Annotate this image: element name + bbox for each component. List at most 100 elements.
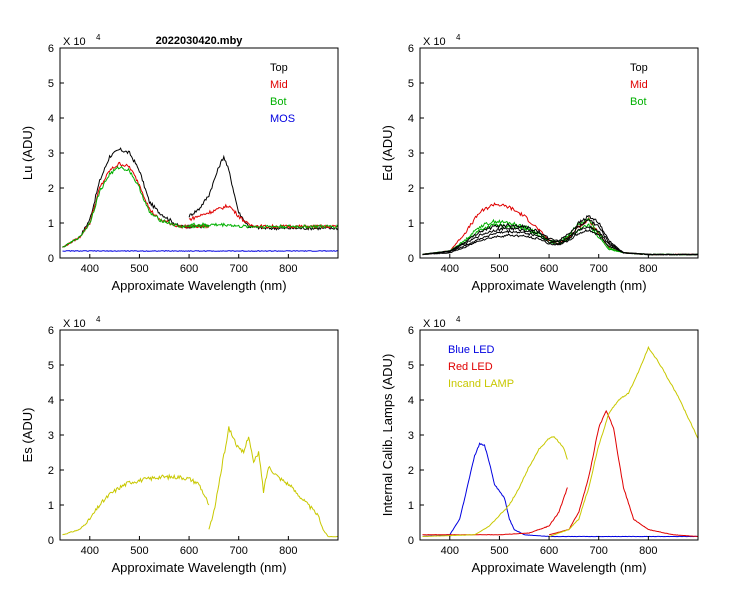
- x-tick-label: 600: [180, 545, 198, 557]
- axis-multiplier: X 10: [63, 318, 86, 330]
- y-tick-label: 6: [408, 43, 414, 55]
- y-tick-label: 4: [48, 395, 54, 407]
- y-tick-label: 5: [48, 360, 54, 372]
- x-tick-label: 600: [540, 545, 558, 557]
- x-tick-label: 400: [441, 545, 459, 557]
- x-tick-label: 700: [230, 545, 248, 557]
- legend-entry: Red LED: [448, 361, 493, 373]
- axis-multiplier-exponent: 4: [96, 315, 101, 324]
- x-tick-label: 700: [590, 263, 608, 275]
- y-axis-label: Internal Calib. Lamps (ADU): [380, 354, 395, 517]
- y-tick-label: 2: [48, 183, 54, 195]
- series-line-mos: [62, 250, 338, 252]
- plot-frame: [59, 329, 339, 541]
- y-tick-label: 4: [408, 113, 414, 125]
- y-tick-label: 2: [48, 465, 54, 477]
- y-tick-label: 3: [48, 148, 54, 160]
- x-tick-label: 500: [490, 263, 508, 275]
- chart-title: 2022030420.mby: [156, 35, 244, 47]
- legend-entry: Bot: [270, 96, 287, 108]
- series-line-es: [62, 473, 210, 536]
- axis-multiplier-exponent: 4: [456, 315, 461, 324]
- y-axis-label: Es (ADU): [20, 408, 35, 463]
- series-line-top: [422, 219, 698, 256]
- legend-entry: Incand LAMP: [448, 378, 514, 390]
- x-tick-label: 800: [279, 263, 297, 275]
- series-line-mid: [422, 202, 698, 256]
- x-tick-label: 400: [441, 263, 459, 275]
- y-tick-label: 4: [408, 395, 414, 407]
- x-tick-label: 400: [81, 263, 99, 275]
- legend-entry: MOS: [270, 113, 295, 125]
- series-line-mid: [62, 161, 210, 248]
- y-tick-label: 5: [408, 78, 414, 90]
- series-line-bot: [188, 222, 338, 230]
- y-tick-label: 3: [48, 430, 54, 442]
- y-tick-label: 5: [408, 360, 414, 372]
- legend-entry: Top: [270, 62, 288, 74]
- y-tick-label: 1: [408, 500, 414, 512]
- x-tick-label: 800: [639, 545, 657, 557]
- x-tick-label: 600: [540, 263, 558, 275]
- series-line-top: [422, 228, 698, 256]
- x-tick-label: 500: [130, 545, 148, 557]
- series-line-blue-led: [422, 442, 698, 538]
- y-tick-label: 0: [408, 535, 414, 547]
- series-line-incand-lamp: [422, 435, 568, 537]
- chart-calib: 400 500 600 700 800 0 1 2 3 4 5 6 X 10 4 Approximate W…: [380, 315, 699, 575]
- y-axis-label: Ed (ADU): [380, 125, 395, 181]
- legend-entry: Mid: [270, 79, 288, 91]
- series-line-bot: [62, 165, 209, 248]
- axis-multiplier-exponent: 4: [456, 33, 461, 42]
- x-tick-label: 500: [130, 263, 148, 275]
- plot-frame: [419, 47, 699, 259]
- x-tick-label: 500: [490, 545, 508, 557]
- x-tick-label: 800: [639, 263, 657, 275]
- y-tick-label: 4: [48, 113, 54, 125]
- series-line-top: [62, 147, 210, 248]
- y-tick-label: 1: [48, 500, 54, 512]
- series-line-top: [188, 154, 338, 231]
- y-tick-label: 5: [48, 78, 54, 90]
- y-tick-label: 6: [408, 325, 414, 337]
- x-tick-label: 700: [590, 545, 608, 557]
- x-axis-label: Approximate Wavelength (nm): [471, 560, 646, 575]
- axis-multiplier: X 10: [63, 36, 86, 48]
- y-axis-label: Lu (ADU): [20, 126, 35, 180]
- chart-es: 400 500 600 700 800 0 1 2 3 4 5 6 X 10 4 Approximate W…: [20, 315, 339, 575]
- y-tick-label: 0: [408, 253, 414, 265]
- chart-ed: 400 500 600 700 800 0 1 2 3 4 5 6 X 10 4 Approximate W…: [380, 33, 699, 293]
- y-tick-label: 0: [48, 535, 54, 547]
- series-line-es: [208, 426, 338, 538]
- series-line-red-led: [548, 409, 698, 537]
- legend-entry: Mid: [630, 79, 648, 91]
- y-tick-label: 6: [48, 43, 54, 55]
- x-axis-label: Approximate Wavelength (nm): [471, 278, 646, 293]
- x-tick-label: 400: [81, 545, 99, 557]
- series-line-red-led: [422, 487, 568, 536]
- series-line-bot: [422, 217, 698, 256]
- y-tick-label: 3: [408, 148, 414, 160]
- y-tick-label: 2: [408, 465, 414, 477]
- y-tick-label: 1: [48, 218, 54, 230]
- axis-multiplier-exponent: 4: [96, 33, 101, 42]
- y-tick-label: 6: [48, 325, 54, 337]
- axis-multiplier: X 10: [423, 36, 446, 48]
- x-tick-label: 600: [180, 263, 198, 275]
- chart-lu: 400 500 600 700 800 0 1 2 3 4 5 6 X 10 4 2022030420.mb…: [20, 33, 339, 293]
- y-tick-label: 3: [408, 430, 414, 442]
- legend-entry: Bot: [630, 96, 647, 108]
- legend-entry: Blue LED: [448, 344, 495, 356]
- y-tick-label: 2: [408, 183, 414, 195]
- x-axis-label: Approximate Wavelength (nm): [111, 278, 286, 293]
- x-axis-label: Approximate Wavelength (nm): [111, 560, 286, 575]
- x-tick-label: 800: [279, 545, 297, 557]
- x-tick-label: 700: [230, 263, 248, 275]
- legend-entry: Top: [630, 62, 648, 74]
- axis-multiplier: X 10: [423, 318, 446, 330]
- series-line-incand-lamp: [549, 345, 698, 537]
- y-tick-label: 1: [408, 218, 414, 230]
- series-line-mid: [188, 203, 338, 230]
- y-tick-label: 0: [48, 253, 54, 265]
